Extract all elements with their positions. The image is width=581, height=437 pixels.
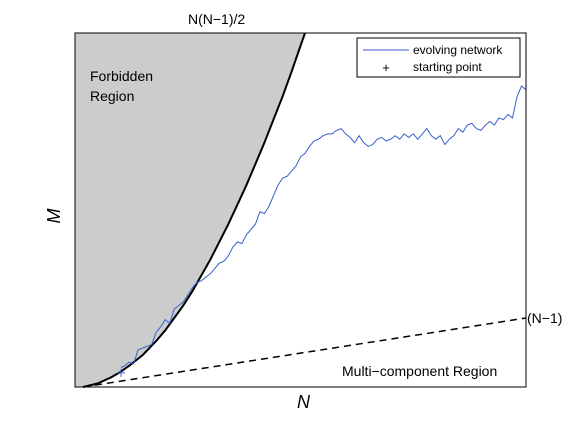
parabola-boundary-curve [82,32,306,388]
starting-point-marker [117,368,126,377]
forbidden-region-label-line2: Region [90,88,134,104]
parabola-curve-label: N(N−1)/2 [188,11,245,27]
linear-boundary-line [82,317,527,388]
legend-box [356,37,521,78]
linear-curve-label: (N−1) [527,310,562,326]
legend-entry-evolving-network: evolving network [413,43,503,57]
legend: evolving network + starting point [356,37,521,78]
multi-component-region-label: Multi−component Region [342,363,497,379]
forbidden-region-fill [75,33,305,387]
forbidden-region-label-line1: Forbidden [90,68,153,84]
plot-area-frame [74,32,527,388]
series-line-evolving-network [120,85,527,368]
legend-plus-symbol: + [382,60,390,75]
legend-entry-starting-point: starting point [413,60,482,74]
boundary-curves [82,32,527,388]
x-axis-label: N [297,392,311,412]
y-axis-label: M [44,209,64,224]
